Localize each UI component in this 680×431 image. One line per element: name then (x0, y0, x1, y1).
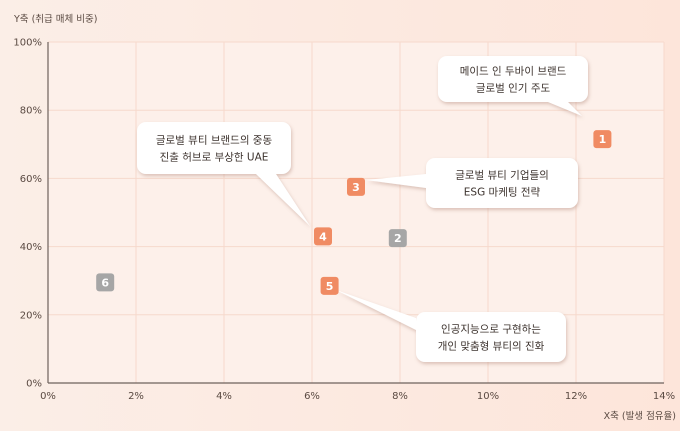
point-marker (388, 229, 407, 248)
callout-text-line: ESG 마케팅 전략 (464, 187, 541, 199)
callout-text-line: 글로벌 뷰티 기업들의 (455, 169, 549, 182)
x-tick-label: 6% (304, 391, 320, 402)
callout-text-line: 메이드 인 두바이 브랜드 (460, 66, 567, 78)
markers: 1 2 3 4 5 6 (96, 130, 612, 295)
data-point-1: 1 (593, 130, 612, 149)
callout-box (426, 158, 578, 208)
point-marker (314, 227, 332, 246)
callout-4 (137, 122, 310, 226)
point-label: 5 (326, 280, 334, 293)
point-label: 2 (394, 232, 402, 245)
callout-pointer (366, 174, 426, 188)
y-tick-label: 20% (20, 310, 42, 321)
data-point-5: 5 (320, 276, 339, 295)
callout-3 (366, 158, 578, 208)
y-axis-title: Y축 (취급 매체 비중) (13, 14, 97, 25)
y-tick-label: 100% (13, 38, 42, 49)
callout-1 (438, 56, 588, 116)
y-tick-label: 0% (26, 379, 42, 390)
callout-text-line: 글로벌 뷰티 브랜드의 중동 (156, 135, 273, 147)
x-tick-label: 2% (128, 391, 144, 402)
data-point-3: 3 (347, 177, 365, 196)
callout-5 (336, 290, 566, 362)
callout-box (416, 312, 566, 362)
data-point-2: 2 (388, 229, 407, 248)
point-marker (347, 177, 365, 196)
point-label: 1 (599, 133, 607, 146)
y-tick-label: 60% (20, 174, 42, 185)
x-tick-label: 10% (477, 391, 499, 402)
x-tick-label: 4% (216, 391, 232, 402)
callout-box (438, 56, 588, 102)
point-marker (593, 130, 612, 149)
data-point-4: 4 (314, 227, 332, 246)
x-tick-label: 14% (653, 391, 675, 402)
callout-text-line: 개인 맞춤형 뷰티의 진화 (438, 341, 545, 353)
point-label: 3 (352, 181, 360, 194)
axes: 0% 20% 40% 60% 80% 100% 0% 2% 4% 6% 8% 10% 12% 14% (13, 38, 675, 403)
callout-pointer (336, 290, 416, 330)
callout-box (137, 122, 291, 174)
callout-text-line: 글로벌 인기 주도 (476, 83, 551, 95)
y-tick-label: 40% (20, 242, 42, 253)
point-marker (320, 276, 339, 295)
x-tick-label: 0% (40, 391, 56, 402)
point-label: 4 (319, 230, 327, 243)
data-point-6: 6 (96, 273, 115, 292)
callout-text-line: 인공지능으로 구현하는 (441, 323, 541, 336)
point-label: 6 (101, 276, 109, 289)
callout-pointer (256, 174, 310, 226)
x-axis-title: X축 (발생 점유율) (604, 410, 676, 422)
x-tick-label: 12% (565, 391, 587, 402)
callout-text-line: 진출 허브로 부상한 UAE (160, 152, 269, 164)
y-tick-label: 80% (20, 106, 42, 117)
callout-pointer (548, 102, 582, 116)
point-marker (96, 273, 115, 292)
x-tick-label: 8% (392, 391, 408, 402)
